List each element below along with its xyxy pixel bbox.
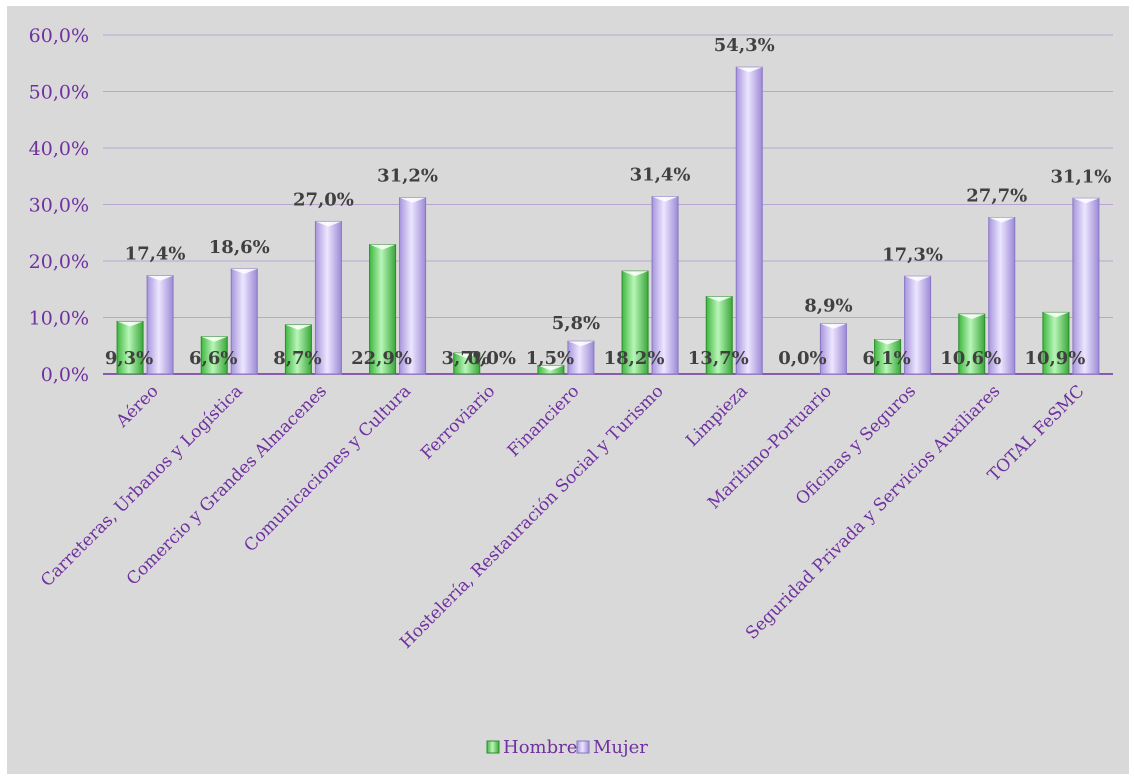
data-label-mujer: 31,1% — [1050, 166, 1111, 187]
y-tick-label: 20,0% — [29, 251, 89, 273]
bar-mujer — [1072, 197, 1100, 375]
bar-mujer — [314, 220, 342, 375]
data-label-mujer: 31,2% — [377, 166, 438, 187]
data-label-mujer: 17,4% — [125, 244, 186, 265]
y-tick-label: 30,0% — [29, 195, 89, 217]
x-tick-label: Aéreo — [112, 381, 163, 432]
data-label-hombre: 18,2% — [604, 348, 665, 369]
bar-hombre — [284, 324, 312, 375]
data-label-hombre: 8,7% — [273, 348, 321, 369]
data-label-hombre: 6,6% — [189, 348, 237, 369]
bar-mujer — [819, 323, 847, 375]
data-label-hombre: 9,3% — [105, 348, 153, 369]
data-label-hombre: 22,9% — [351, 348, 412, 369]
chart-area: 0,0% 10,0% 20,0% 30,0% 40,0% 50,0% 60,0% 9,3% 6… — [7, 6, 1129, 774]
x-tick-label: Ferroviario — [417, 381, 499, 463]
bar-mujer — [735, 66, 763, 375]
data-label-hombre: 1,5% — [526, 348, 574, 369]
y-tick-label: 50,0% — [29, 82, 89, 104]
bar-mujer — [904, 275, 932, 375]
data-label-mujer: 31,4% — [630, 165, 691, 186]
data-label-mujer: 54,3% — [714, 35, 775, 56]
legend: Hombre Mujer — [486, 737, 648, 758]
bar-hombre — [958, 313, 986, 375]
bar-mujer — [567, 340, 595, 375]
data-label-hombre: 6,1% — [862, 348, 910, 369]
data-label-mujer: 18,6% — [209, 237, 270, 258]
bar-mujer — [399, 197, 427, 375]
data-label-hombre: 10,6% — [940, 348, 1001, 369]
data-label-mujer: 5,8% — [552, 313, 600, 334]
bar-hombre — [537, 365, 565, 375]
data-label-mujer: 27,0% — [293, 189, 354, 210]
bar-hombre — [1042, 311, 1070, 375]
bar-hombre — [369, 244, 397, 375]
data-label-hombre: 10,9% — [1024, 348, 1085, 369]
bar-hombre — [874, 339, 902, 375]
legend-label-mujer: Mujer — [593, 737, 648, 758]
legend-swatch-mujer — [576, 740, 590, 754]
data-label-mujer: 0,0% — [468, 348, 516, 369]
data-label-mujer: 8,9% — [804, 296, 852, 317]
y-tick-label: 40,0% — [29, 138, 89, 160]
bar-chart: 0,0% 10,0% 20,0% 30,0% 40,0% 50,0% 60,0% 9,3% 6… — [29, 25, 1113, 758]
bar-mujer — [230, 268, 258, 375]
legend-label-hombre: Hombre — [503, 737, 577, 758]
data-label-mujer: 27,7% — [966, 185, 1027, 206]
x-tick-label: Financiero — [504, 381, 584, 461]
bar-hombre — [116, 320, 144, 375]
bar-hombre — [705, 296, 733, 375]
y-tick-label: 0,0% — [41, 364, 89, 386]
data-label-hombre: 3,7% — [442, 348, 490, 369]
bar-hombre — [621, 270, 649, 375]
data-label-hombre: 13,7% — [688, 348, 749, 369]
y-tick-label: 10,0% — [29, 308, 89, 330]
bar-hombre — [453, 352, 481, 375]
bar-mujer — [146, 275, 174, 375]
bar-mujer — [988, 216, 1016, 375]
x-tick-label: Limpieza — [682, 381, 752, 451]
x-tick-label: Comunicaciones y Cultura — [240, 381, 415, 556]
data-label-hombre: 0,0% — [778, 348, 826, 369]
bar-mujer — [651, 196, 679, 375]
y-tick-label: 60,0% — [29, 25, 89, 47]
legend-swatch-hombre — [486, 740, 500, 754]
bar-hombre — [200, 336, 228, 375]
data-label-mujer: 17,3% — [882, 244, 943, 265]
